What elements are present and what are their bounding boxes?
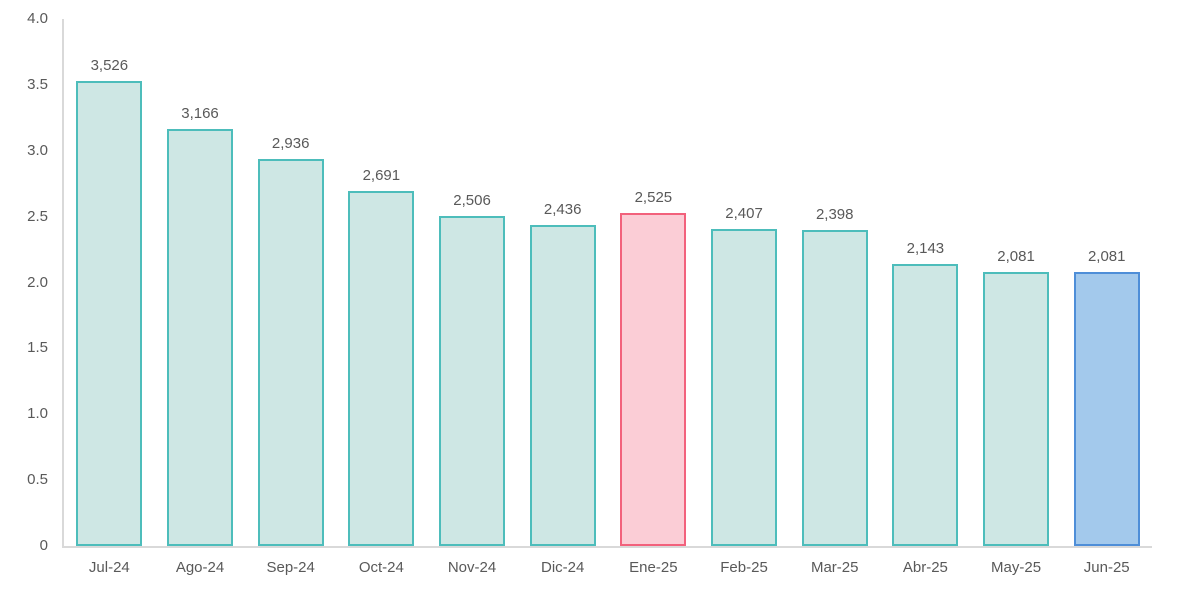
y-axis: 4.0 3.5 3.0 2.5 2.0 1.5 1.0 0.5 0 bbox=[0, 10, 48, 554]
y-axis-tick-label: 3.0 bbox=[27, 141, 48, 159]
x-axis-label: Ene-25 bbox=[629, 559, 678, 576]
bar-value-label: 2,525 bbox=[634, 189, 673, 206]
bar-value-label: 2,691 bbox=[362, 167, 401, 184]
bar-Oct-24 bbox=[348, 191, 415, 546]
bar-group: 3,526 Jul-24 bbox=[64, 19, 155, 576]
bar-Abr-25 bbox=[892, 264, 959, 546]
bar-group: 2,506 Nov-24 bbox=[427, 19, 518, 576]
bar-Nov-24 bbox=[439, 216, 506, 546]
y-axis-tick-label: 0.5 bbox=[27, 471, 48, 489]
bar-group: 2,691 Oct-24 bbox=[336, 19, 427, 576]
bar-value-label: 2,407 bbox=[725, 205, 763, 222]
x-axis-label: Ago-24 bbox=[175, 559, 225, 576]
bar-Mar-25 bbox=[801, 230, 868, 546]
bar-group: 2,936 Sep-24 bbox=[245, 19, 336, 576]
y-axis-tick-label: 4.0 bbox=[27, 10, 48, 27]
bar-value-label: 2,398 bbox=[815, 206, 854, 223]
bars-container: 3,526 Jul-24 3,166 Ago-24 2,936 Sep-24 2,691 Oc… bbox=[64, 19, 1152, 576]
bar-group: 2,081 May-25 bbox=[971, 19, 1062, 576]
x-axis-label: Oct-24 bbox=[358, 559, 404, 576]
bar-Feb-25 bbox=[711, 229, 778, 546]
bar-value-label: 2,081 bbox=[997, 248, 1035, 265]
bar-Ene-25 bbox=[620, 213, 687, 546]
bar-value-label: 2,506 bbox=[453, 192, 491, 209]
bar-Jul-24 bbox=[76, 81, 143, 546]
bar-Sep-24 bbox=[257, 159, 324, 546]
y-axis-tick-label: 2.0 bbox=[27, 273, 48, 291]
bar-group: 2,436 Dic-24 bbox=[517, 19, 608, 576]
bar-May-25 bbox=[983, 272, 1050, 546]
bar-group: 2,398 Mar-25 bbox=[789, 19, 880, 576]
x-axis-label: May-25 bbox=[991, 559, 1042, 576]
x-axis-label: Jul-24 bbox=[88, 559, 130, 576]
bar-Dic-24 bbox=[529, 225, 596, 546]
x-axis-label: Abr-25 bbox=[902, 559, 948, 576]
bar-value-label: 2,936 bbox=[271, 135, 310, 152]
plot-area: 3,526 Jul-24 3,166 Ago-24 2,936 Sep-24 2,691 Oc… bbox=[62, 19, 1152, 576]
bar-value-label: 3,166 bbox=[181, 105, 219, 122]
x-axis-label: Dic-24 bbox=[541, 559, 585, 576]
y-axis-tick-label: 2.5 bbox=[27, 207, 48, 225]
bar-value-label: 2,143 bbox=[906, 240, 945, 257]
bar-group: 2,081 Jun-25 bbox=[1061, 19, 1152, 576]
x-axis-label: Sep-24 bbox=[266, 559, 315, 576]
y-axis-tick-label: 0 bbox=[39, 537, 48, 554]
bar-value-label: 2,436 bbox=[543, 201, 582, 218]
bar-value-label: 3,526 bbox=[90, 57, 129, 74]
x-axis-label: Jun-25 bbox=[1083, 559, 1130, 576]
y-axis-tick-label: 1.5 bbox=[27, 339, 48, 357]
x-axis-label: Feb-25 bbox=[720, 559, 768, 576]
x-axis-label: Mar-25 bbox=[810, 559, 859, 576]
y-axis-tick-label: 1.0 bbox=[27, 405, 48, 423]
bar-Ago-24 bbox=[167, 129, 233, 546]
x-axis-label: Nov-24 bbox=[447, 559, 497, 576]
bar-group: 3,166 Ago-24 bbox=[155, 19, 246, 576]
bar-group: 2,525 Ene-25 bbox=[608, 19, 699, 576]
bar-Jun-25 bbox=[1073, 272, 1140, 546]
bar-group: 2,143 Abr-25 bbox=[880, 19, 971, 576]
bar-value-label: 2,081 bbox=[1087, 248, 1126, 265]
bar-group: 2,407 Feb-25 bbox=[699, 19, 790, 576]
y-axis-tick-label: 3.5 bbox=[27, 75, 48, 93]
